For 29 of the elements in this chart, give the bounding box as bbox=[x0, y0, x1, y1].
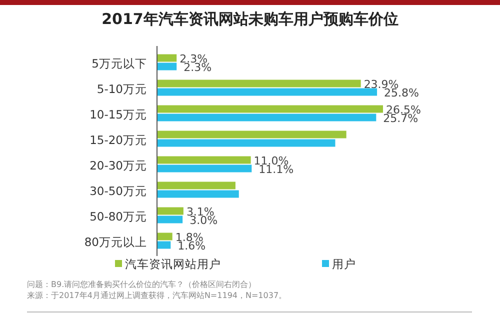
bar bbox=[157, 207, 184, 215]
bar bbox=[157, 80, 361, 88]
y-tick-label: 5-10万元 bbox=[96, 82, 147, 96]
bar bbox=[157, 190, 239, 198]
y-tick-label: 80万元以上 bbox=[84, 234, 147, 249]
source-note: 来源：于2017年4月通过网上调查获得，汽车网站N=1194，N=1037。 bbox=[27, 291, 287, 300]
bar bbox=[157, 156, 251, 164]
bar bbox=[157, 130, 346, 138]
text: 问题：B9.请问您准备购买什么价位的汽车？（价格区间右闭合） bbox=[27, 280, 256, 289]
chart-title: 2017年汽车资讯网站未购车用户预购车价位 bbox=[102, 10, 398, 28]
y-tick-label: 50-80万元 bbox=[90, 209, 147, 224]
bar bbox=[157, 241, 171, 249]
bar bbox=[157, 105, 383, 113]
bar bbox=[157, 88, 378, 96]
bar bbox=[157, 139, 336, 147]
y-tick-label: 20-30万元 bbox=[90, 158, 147, 172]
bar bbox=[157, 216, 183, 224]
bar bbox=[157, 232, 172, 240]
legend-label: 用户 bbox=[332, 257, 356, 271]
bar bbox=[157, 54, 177, 62]
y-tick-label: 10-15万元 bbox=[90, 107, 147, 122]
y-tick-label: 5万元以下 bbox=[92, 56, 147, 70]
bar bbox=[157, 182, 236, 190]
legend-label: 汽车资讯网站用户 bbox=[125, 257, 221, 271]
y-tick-label: 30-50万元 bbox=[90, 184, 147, 198]
bar bbox=[157, 62, 177, 70]
bar bbox=[157, 164, 252, 172]
bar bbox=[157, 114, 376, 122]
y-tick-label: 15-20万元 bbox=[90, 132, 147, 147]
